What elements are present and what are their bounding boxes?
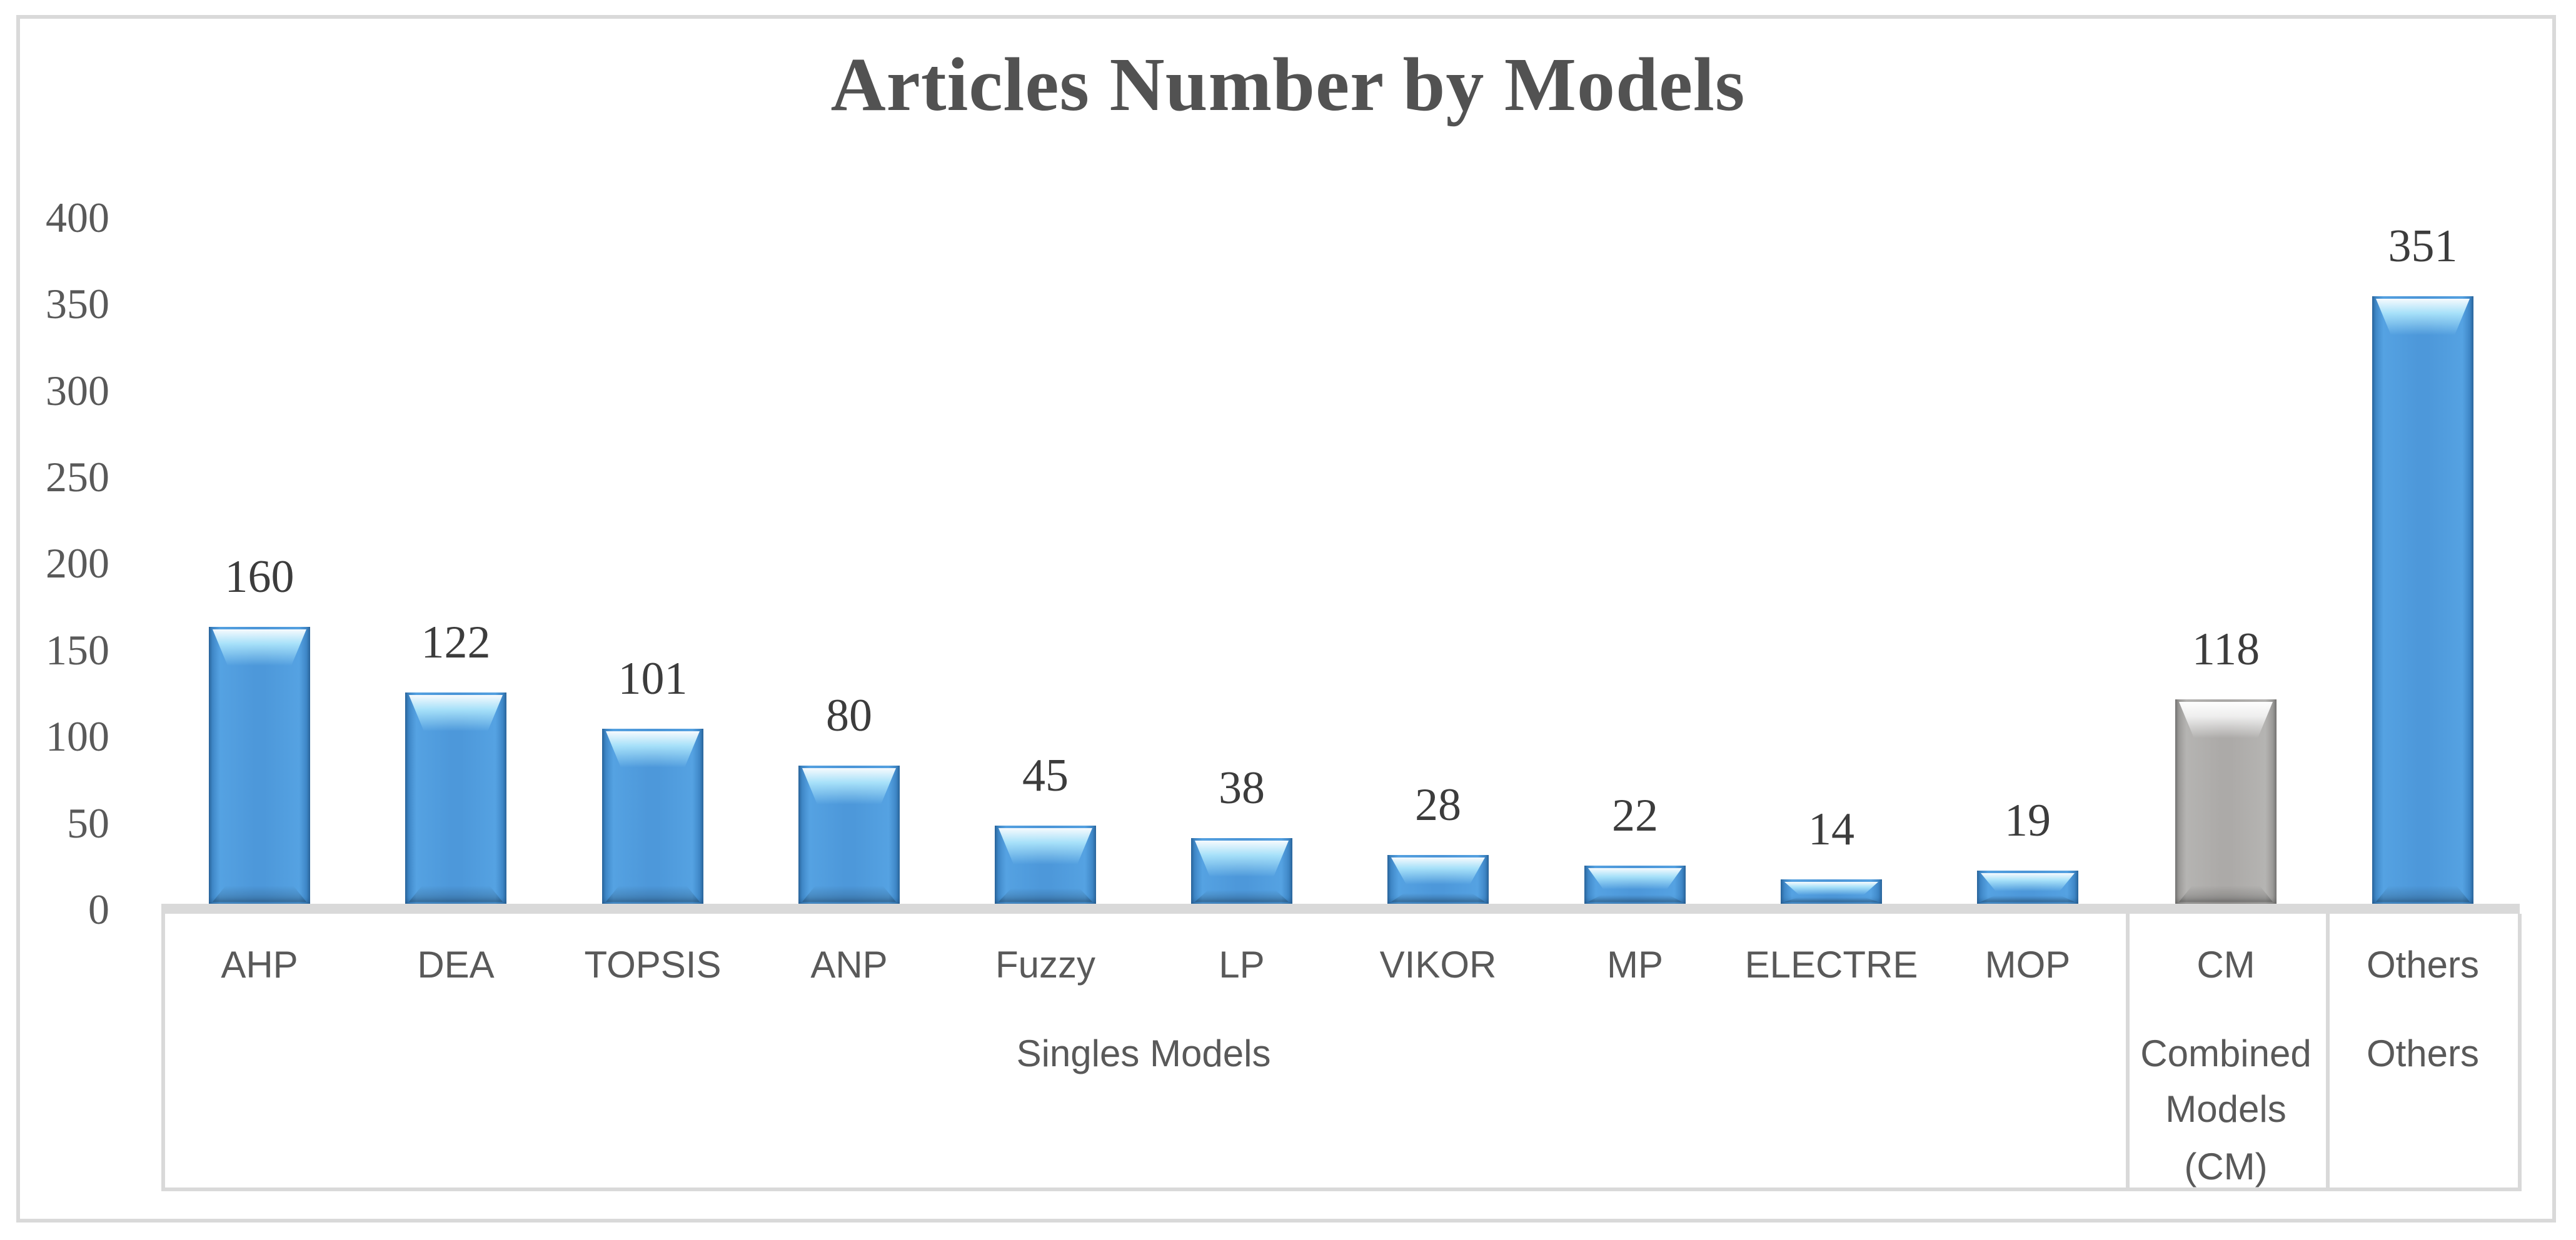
data-label: 38 xyxy=(1219,762,1265,814)
bar-ahp xyxy=(209,627,310,904)
data-label: 14 xyxy=(1808,804,1854,855)
y-tick-label: 250 xyxy=(46,453,109,501)
category-label-fuzzy: Fuzzy xyxy=(995,944,1096,986)
axis-group-separator xyxy=(2126,914,2130,1191)
category-label-topsis: TOPSIS xyxy=(584,944,722,986)
y-tick-label: 350 xyxy=(46,280,109,328)
category-label-anp: ANP xyxy=(810,944,888,986)
y-tick-label: 50 xyxy=(67,799,109,847)
data-label: 19 xyxy=(2005,795,2051,846)
data-label: 118 xyxy=(2191,624,2260,675)
data-label: 101 xyxy=(618,653,688,704)
category-label-mp: MP xyxy=(1607,944,1663,986)
axis-bottom-border xyxy=(161,1188,2522,1191)
category-label-mop: MOP xyxy=(1985,944,2071,986)
y-tick-label: 150 xyxy=(46,626,109,674)
group-label: Models xyxy=(2165,1088,2287,1130)
y-tick-label: 300 xyxy=(46,366,109,414)
y-tick-label: 100 xyxy=(46,712,109,761)
group-label: Singles Models xyxy=(1016,1032,1271,1074)
group-label: Combined xyxy=(2140,1032,2312,1074)
data-label: 122 xyxy=(421,617,491,668)
y-tick-label: 400 xyxy=(46,193,109,241)
data-label: 28 xyxy=(1415,779,1461,831)
bar-anp xyxy=(798,766,900,904)
bar-vikor xyxy=(1387,855,1489,904)
axis-group-separator xyxy=(2326,914,2330,1191)
bar-cm xyxy=(2175,699,2277,904)
data-label: 160 xyxy=(224,551,294,602)
bar-mp xyxy=(1584,866,1686,904)
data-label: 45 xyxy=(1022,750,1069,801)
data-label: 80 xyxy=(826,690,872,741)
category-label-cm: CM xyxy=(2196,944,2255,986)
category-label-lp: LP xyxy=(1219,944,1265,986)
data-label: 351 xyxy=(2388,221,2458,272)
bar-electre xyxy=(1781,879,1882,904)
bar-topsis xyxy=(602,729,703,904)
category-label-others: Others xyxy=(2366,944,2480,986)
chart-title: Articles Number by Models xyxy=(830,42,1746,127)
group-label: (CM) xyxy=(2184,1146,2268,1188)
x-axis-line xyxy=(161,904,2520,914)
y-tick-label: 200 xyxy=(46,539,109,588)
axis-group-separator xyxy=(161,914,165,1191)
bar-mop xyxy=(1977,871,2078,904)
category-label-vikor: VIKOR xyxy=(1379,944,1497,986)
group-label: Others xyxy=(2366,1032,2480,1074)
bar-lp xyxy=(1191,838,1292,904)
chart-border xyxy=(16,15,2556,1222)
data-label: 22 xyxy=(1612,790,1658,841)
bar-fuzzy xyxy=(995,826,1096,904)
axis-group-separator xyxy=(2518,914,2522,1191)
category-label-dea: DEA xyxy=(417,944,495,986)
category-label-ahp: AHP xyxy=(221,944,298,986)
category-label-electre: ELECTRE xyxy=(1744,944,1918,986)
y-tick-label: 0 xyxy=(88,886,109,933)
bar-dea xyxy=(405,692,506,904)
bar-others xyxy=(2372,296,2473,904)
